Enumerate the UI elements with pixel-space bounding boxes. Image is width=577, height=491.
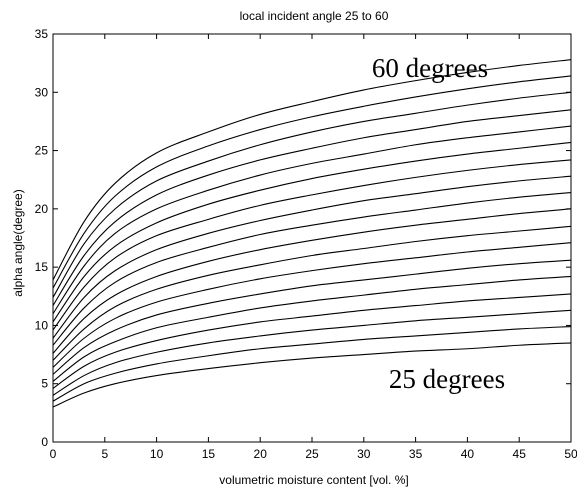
x-tick-label: 30: [357, 447, 371, 461]
y-tick-label: 35: [35, 27, 49, 41]
series-line-10: [52, 191, 572, 346]
y-tick-label: 30: [35, 85, 49, 99]
series-line-18: [52, 59, 572, 281]
x-tick-label: 15: [202, 447, 216, 461]
x-tick-label: 0: [50, 447, 57, 461]
series-line-1: [52, 342, 572, 408]
series-line-3: [52, 309, 572, 396]
x-tick-label: 40: [461, 447, 475, 461]
y-tick-label: 25: [35, 144, 49, 158]
series-line-8: [52, 225, 572, 361]
plot-area: 0 5 10 15 20 25 30 35 40 45 50 0 5 10 15 20 25 30 35: [35, 27, 577, 461]
series-line-14: [52, 125, 572, 315]
series-line-12: [52, 159, 572, 331]
y-tick-label: 15: [35, 260, 49, 274]
series-line-13: [52, 141, 572, 323]
series-line-11: [52, 175, 572, 339]
series-line-15: [52, 109, 572, 306]
x-tick-label: 50: [564, 447, 577, 461]
y-tick-label: 20: [35, 202, 49, 216]
x-tick-label: 5: [101, 447, 108, 461]
y-tick-label: 0: [41, 435, 48, 449]
x-tick-label: 10: [150, 447, 164, 461]
y-axis-label: alpha angle(degree): [11, 189, 25, 296]
annotation-25-degrees: 25 degrees: [389, 364, 505, 394]
series-line-5: [52, 275, 572, 382]
series-line-7: [52, 242, 572, 368]
x-tick-label: 35: [409, 447, 423, 461]
x-tick-label: 45: [513, 447, 527, 461]
annotation-60-degrees: 60 degrees: [372, 53, 488, 83]
series-line-17: [52, 75, 572, 289]
y-tick-label: 10: [35, 318, 49, 332]
series-line-2: [52, 326, 572, 402]
series-line-16: [52, 91, 572, 298]
x-tick-label: 25: [305, 447, 319, 461]
series-line-9: [52, 208, 572, 354]
series-line-4: [52, 293, 572, 389]
y-tick-label: 5: [41, 377, 48, 391]
chart-title: local incident angle 25 to 60: [240, 9, 389, 23]
x-tick-label: 20: [254, 447, 268, 461]
x-axis-label: volumetric moisture content [vol. %]: [219, 473, 408, 487]
series-line-6: [52, 259, 572, 375]
